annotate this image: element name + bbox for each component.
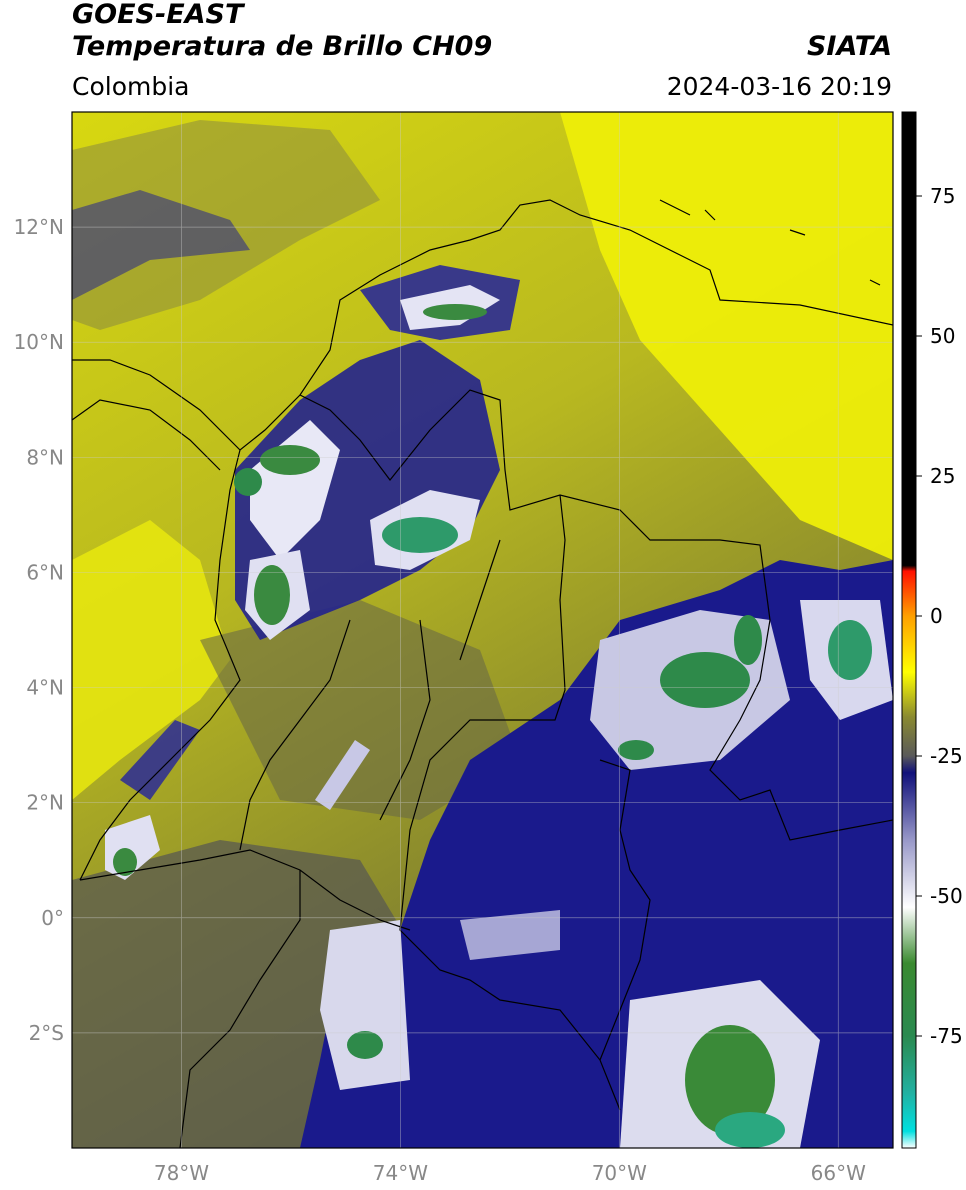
organization-label: SIATA — [806, 31, 892, 62]
warm-zone-pacific — [72, 520, 230, 800]
satellite-title: GOES-EAST — [72, 0, 244, 30]
lat-tick-label: 2°N — [26, 791, 64, 815]
convective-core-5 — [715, 1112, 785, 1148]
lon-tick-label: 66°W — [811, 1161, 866, 1185]
convective-core-1 — [660, 652, 750, 708]
convective-core-12 — [423, 304, 487, 320]
convective-core-7 — [347, 1031, 383, 1059]
convective-core-8 — [260, 445, 320, 475]
colorbar-tick-label: 25 — [930, 464, 955, 488]
colorbar-tick-label: -75 — [930, 1024, 963, 1048]
lat-tick-label: 12°N — [14, 215, 64, 239]
country-borders — [72, 199, 893, 1148]
colorbar-tick-label: 50 — [930, 324, 955, 348]
latitude-labels: 12°N 10°N 8°N 6°N 4°N 2°N 0° 2°S — [14, 215, 64, 1045]
cold-cloud-cluster-south — [320, 920, 410, 1090]
map-field — [72, 112, 893, 1148]
colorbar-tick-label: 0 — [930, 604, 943, 628]
lon-tick-label: 74°W — [373, 1161, 428, 1185]
lat-tick-label: 6°N — [26, 560, 64, 584]
colorbar-tick-label: 75 — [930, 184, 955, 208]
convective-core-2 — [734, 615, 762, 665]
convective-core-4 — [685, 1025, 775, 1135]
colorbar-ticks: 75 50 25 0 -25 -50 -75 — [916, 184, 963, 1048]
convective-core-10 — [382, 517, 458, 553]
lat-tick-label: 2°S — [29, 1021, 64, 1045]
colorbar: 75 50 25 0 -25 -50 -75 — [901, 111, 963, 1149]
timestamp-label: 2024-03-16 20:19 — [666, 72, 892, 101]
warm-zone-caribbean — [560, 112, 893, 560]
colorbar-tick-label: -50 — [930, 884, 963, 908]
convective-core-3 — [828, 620, 872, 680]
colorbar-bar — [901, 111, 917, 1149]
cold-cloud-streak — [315, 740, 370, 810]
map-frame — [71, 111, 894, 1149]
lon-tick-label: 70°W — [592, 1161, 647, 1185]
lon-tick-label: 78°W — [154, 1161, 209, 1185]
dark-zone-central — [200, 600, 520, 820]
lat-tick-label: 8°N — [26, 445, 64, 469]
cold-cloud-northwest — [72, 190, 250, 300]
lat-tick-label: 10°N — [14, 330, 64, 354]
convective-core-6 — [618, 740, 654, 760]
product-title: Temperatura de Brillo CH09 — [72, 31, 493, 62]
convective-core-11 — [254, 565, 290, 625]
lat-tick-label: 0° — [41, 906, 64, 930]
convective-core-13 — [113, 848, 137, 876]
colorbar-tick-label: -25 — [930, 744, 963, 768]
cold-cloud-pacific-band — [120, 720, 200, 800]
region-label: Colombia — [72, 72, 190, 101]
graticule — [72, 112, 893, 1148]
cold-cloud-patch — [460, 910, 560, 960]
lat-tick-label: 4°N — [26, 676, 64, 700]
longitude-labels: 78°W 74°W 70°W 66°W — [154, 1161, 866, 1185]
convective-core-9 — [234, 468, 262, 496]
